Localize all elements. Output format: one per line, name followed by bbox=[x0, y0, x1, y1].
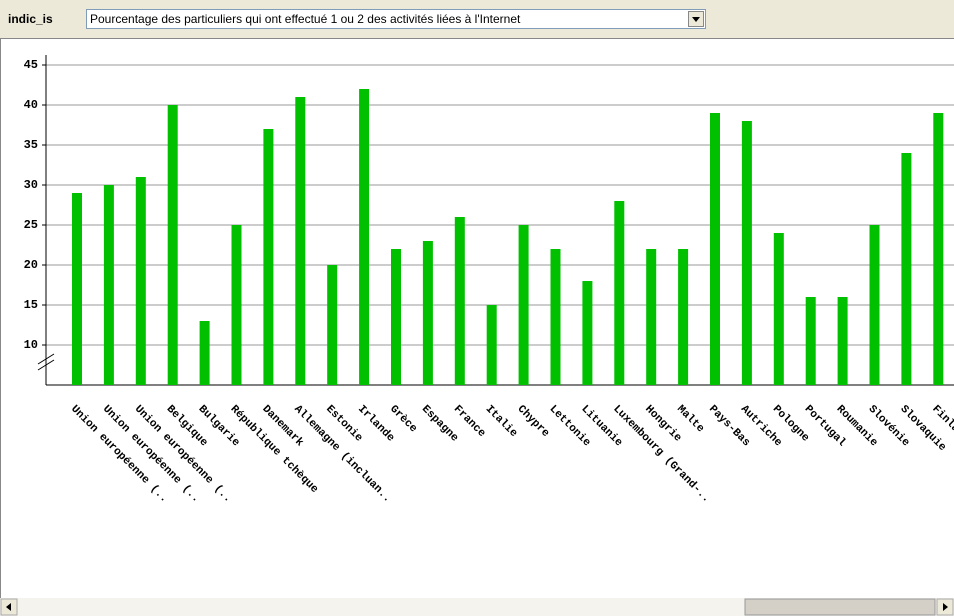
y-tick-label: 15 bbox=[24, 298, 38, 312]
bar bbox=[646, 249, 657, 385]
y-tick-label: 10 bbox=[24, 338, 38, 352]
bar bbox=[263, 129, 274, 385]
bar bbox=[359, 89, 370, 385]
y-tick-label: 30 bbox=[24, 178, 38, 192]
bar bbox=[231, 225, 242, 385]
bar bbox=[103, 185, 114, 385]
y-tick-label: 35 bbox=[24, 138, 38, 152]
bar bbox=[710, 113, 720, 385]
toolbar: indic_is Pourcentage des particuliers qu… bbox=[0, 0, 954, 38]
bar bbox=[678, 249, 689, 385]
bar bbox=[582, 281, 593, 385]
filter-label: indic_is bbox=[8, 12, 53, 26]
chart-panel bbox=[0, 38, 954, 599]
bar bbox=[614, 201, 625, 385]
bar bbox=[454, 217, 465, 385]
bar bbox=[837, 297, 848, 385]
dropdown-value: Pourcentage des particuliers qui ont eff… bbox=[90, 12, 521, 26]
bar bbox=[167, 105, 178, 385]
axis-break bbox=[37, 353, 55, 371]
y-tick-label: 40 bbox=[24, 98, 38, 112]
bar bbox=[518, 225, 529, 385]
bar bbox=[869, 225, 880, 385]
bar bbox=[422, 241, 433, 385]
dropdown[interactable]: Pourcentage des particuliers qui ont eff… bbox=[86, 9, 706, 29]
dropdown-arrow[interactable] bbox=[688, 11, 704, 27]
bar bbox=[773, 233, 784, 385]
bar bbox=[486, 305, 497, 385]
y-tick-label: 20 bbox=[24, 258, 38, 272]
bar bbox=[72, 193, 82, 385]
bar bbox=[933, 113, 944, 385]
y-tick-label: 25 bbox=[24, 218, 38, 232]
bar bbox=[199, 321, 210, 385]
bar bbox=[741, 121, 752, 385]
bar bbox=[135, 177, 146, 385]
bar bbox=[901, 153, 912, 385]
y-tick-label: 45 bbox=[24, 58, 38, 72]
bar bbox=[295, 97, 306, 385]
bar bbox=[550, 249, 561, 385]
bar bbox=[391, 249, 401, 385]
bar bbox=[805, 297, 816, 385]
bar bbox=[327, 265, 338, 385]
scrollbar[interactable] bbox=[0, 598, 954, 616]
scroll-thumb[interactable] bbox=[744, 598, 936, 616]
